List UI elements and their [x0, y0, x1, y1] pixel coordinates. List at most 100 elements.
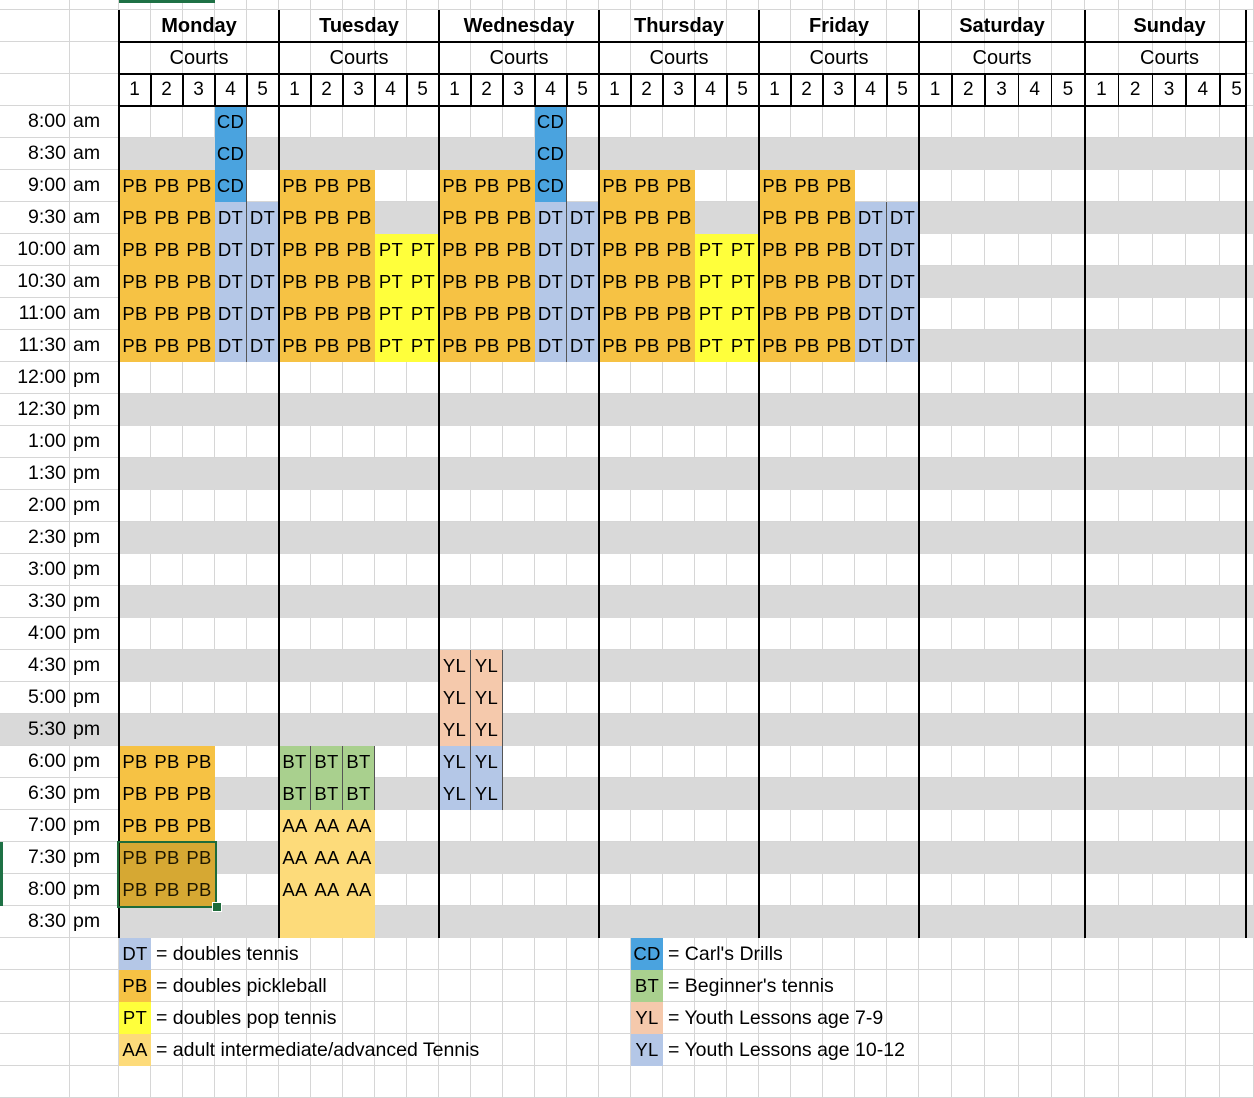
schedule-cell-pb[interactable]: PB: [631, 266, 663, 298]
grid-cell[interactable]: [631, 426, 663, 458]
grid-cell[interactable]: [471, 490, 503, 522]
grid-cell[interactable]: [823, 618, 855, 650]
schedule-cell-pb[interactable]: PB: [119, 778, 151, 810]
grid-cell[interactable]: [407, 746, 439, 778]
schedule-cell-pb[interactable]: PB: [183, 202, 215, 234]
grid-cell[interactable]: [759, 970, 791, 1002]
grid-cell[interactable]: [183, 1034, 215, 1066]
schedule-cell-pb[interactable]: PB: [279, 330, 311, 362]
schedule-cell-bt[interactable]: BT: [311, 778, 343, 810]
schedule-cell-yl[interactable]: YL: [471, 714, 503, 746]
schedule-cell-pb[interactable]: PB: [439, 330, 471, 362]
schedule-cell-pb[interactable]: PB: [151, 266, 183, 298]
grid-cell[interactable]: [1051, 426, 1085, 458]
grid-cell[interactable]: [535, 554, 567, 586]
grid-cell[interactable]: [70, 842, 119, 874]
grid-cell[interactable]: [919, 362, 953, 394]
grid-cell[interactable]: [631, 682, 663, 714]
grid-cell[interactable]: [1085, 938, 1119, 970]
grid-cell[interactable]: [503, 682, 535, 714]
schedule-cell-pb[interactable]: PB: [183, 842, 215, 874]
grid-cell[interactable]: [567, 106, 599, 138]
grid-cell[interactable]: [0, 682, 70, 714]
grid-cell[interactable]: [0, 906, 70, 938]
grid-cell[interactable]: [183, 682, 215, 714]
grid-cell[interactable]: [343, 1066, 375, 1098]
grid-cell[interactable]: [919, 682, 953, 714]
grid-cell[interactable]: [70, 554, 119, 586]
grid-cell[interactable]: [1186, 1066, 1221, 1098]
schedule-cell-pb[interactable]: PB: [343, 202, 375, 234]
schedule-cell-pb[interactable]: PB: [631, 202, 663, 234]
grid-cell[interactable]: [985, 874, 1019, 906]
grid-cell[interactable]: [1051, 1034, 1085, 1066]
grid-cell[interactable]: [695, 1066, 727, 1098]
grid-cell[interactable]: [1018, 298, 1052, 330]
grid-cell[interactable]: [952, 298, 986, 330]
grid-cell[interactable]: [952, 490, 986, 522]
grid-cell[interactable]: [535, 1034, 567, 1066]
grid-cell[interactable]: [1220, 170, 1254, 202]
grid-cell[interactable]: [1118, 1034, 1153, 1066]
schedule-cell-dt[interactable]: DT: [887, 202, 919, 234]
grid-cell[interactable]: [1018, 874, 1052, 906]
grid-cell[interactable]: [535, 810, 567, 842]
grid-cell[interactable]: [183, 74, 215, 106]
grid-cell[interactable]: [407, 874, 439, 906]
grid-cell[interactable]: [119, 362, 151, 394]
grid-cell[interactable]: [823, 1034, 855, 1066]
schedule-cell-dt[interactable]: DT: [855, 202, 887, 234]
grid-cell[interactable]: [375, 170, 407, 202]
grid-cell[interactable]: [0, 938, 70, 970]
grid-cell[interactable]: [791, 0, 823, 10]
grid-cell[interactable]: [567, 682, 599, 714]
grid-cell[interactable]: [855, 554, 887, 586]
schedule-cell-pb[interactable]: PB: [471, 202, 503, 234]
grid-cell[interactable]: [471, 1002, 503, 1034]
schedule-cell-pb[interactable]: PB: [439, 266, 471, 298]
grid-cell[interactable]: [727, 42, 759, 74]
schedule-cell-pb[interactable]: PB: [663, 266, 695, 298]
grid-cell[interactable]: [215, 362, 247, 394]
grid-cell[interactable]: [631, 10, 663, 42]
grid-cell[interactable]: [439, 810, 471, 842]
grid-cell[interactable]: [343, 10, 375, 42]
schedule-cell-dt[interactable]: DT: [855, 234, 887, 266]
grid-cell[interactable]: [471, 618, 503, 650]
grid-cell[interactable]: [535, 938, 567, 970]
schedule-cell-aa[interactable]: AA: [311, 810, 343, 842]
schedule-cell-pb[interactable]: PB: [631, 330, 663, 362]
grid-cell[interactable]: [311, 682, 343, 714]
grid-cell[interactable]: [727, 1034, 759, 1066]
grid-cell[interactable]: [151, 490, 183, 522]
grid-cell[interactable]: [471, 426, 503, 458]
grid-cell[interactable]: [952, 1066, 986, 1098]
schedule-cell-pb[interactable]: PB: [471, 234, 503, 266]
grid-cell[interactable]: [1186, 490, 1221, 522]
grid-cell[interactable]: [1152, 234, 1187, 266]
grid-cell[interactable]: [759, 810, 791, 842]
schedule-cell-pt[interactable]: PT: [727, 234, 759, 266]
grid-cell[interactable]: [791, 554, 823, 586]
grid-cell[interactable]: [599, 490, 631, 522]
grid-cell[interactable]: [1220, 1002, 1254, 1034]
grid-cell[interactable]: [823, 970, 855, 1002]
grid-cell[interactable]: [503, 938, 535, 970]
grid-cell[interactable]: [567, 426, 599, 458]
grid-cell[interactable]: [985, 490, 1019, 522]
grid-cell[interactable]: [503, 1034, 535, 1066]
grid-cell[interactable]: [985, 106, 1019, 138]
schedule-cell-dt[interactable]: DT: [567, 234, 599, 266]
grid-cell[interactable]: [1152, 1034, 1187, 1066]
grid-cell[interactable]: [695, 74, 727, 106]
grid-cell[interactable]: [1152, 42, 1187, 74]
schedule-cell-aa[interactable]: [343, 906, 375, 938]
schedule-cell-dt[interactable]: DT: [247, 330, 279, 362]
grid-cell[interactable]: [375, 1002, 407, 1034]
grid-cell[interactable]: [503, 10, 535, 42]
grid-cell[interactable]: [952, 618, 986, 650]
grid-cell[interactable]: [311, 1066, 343, 1098]
grid-cell[interactable]: [1051, 1002, 1085, 1034]
schedule-cell-aa[interactable]: [279, 906, 311, 938]
schedule-cell-yl[interactable]: YL: [471, 778, 503, 810]
